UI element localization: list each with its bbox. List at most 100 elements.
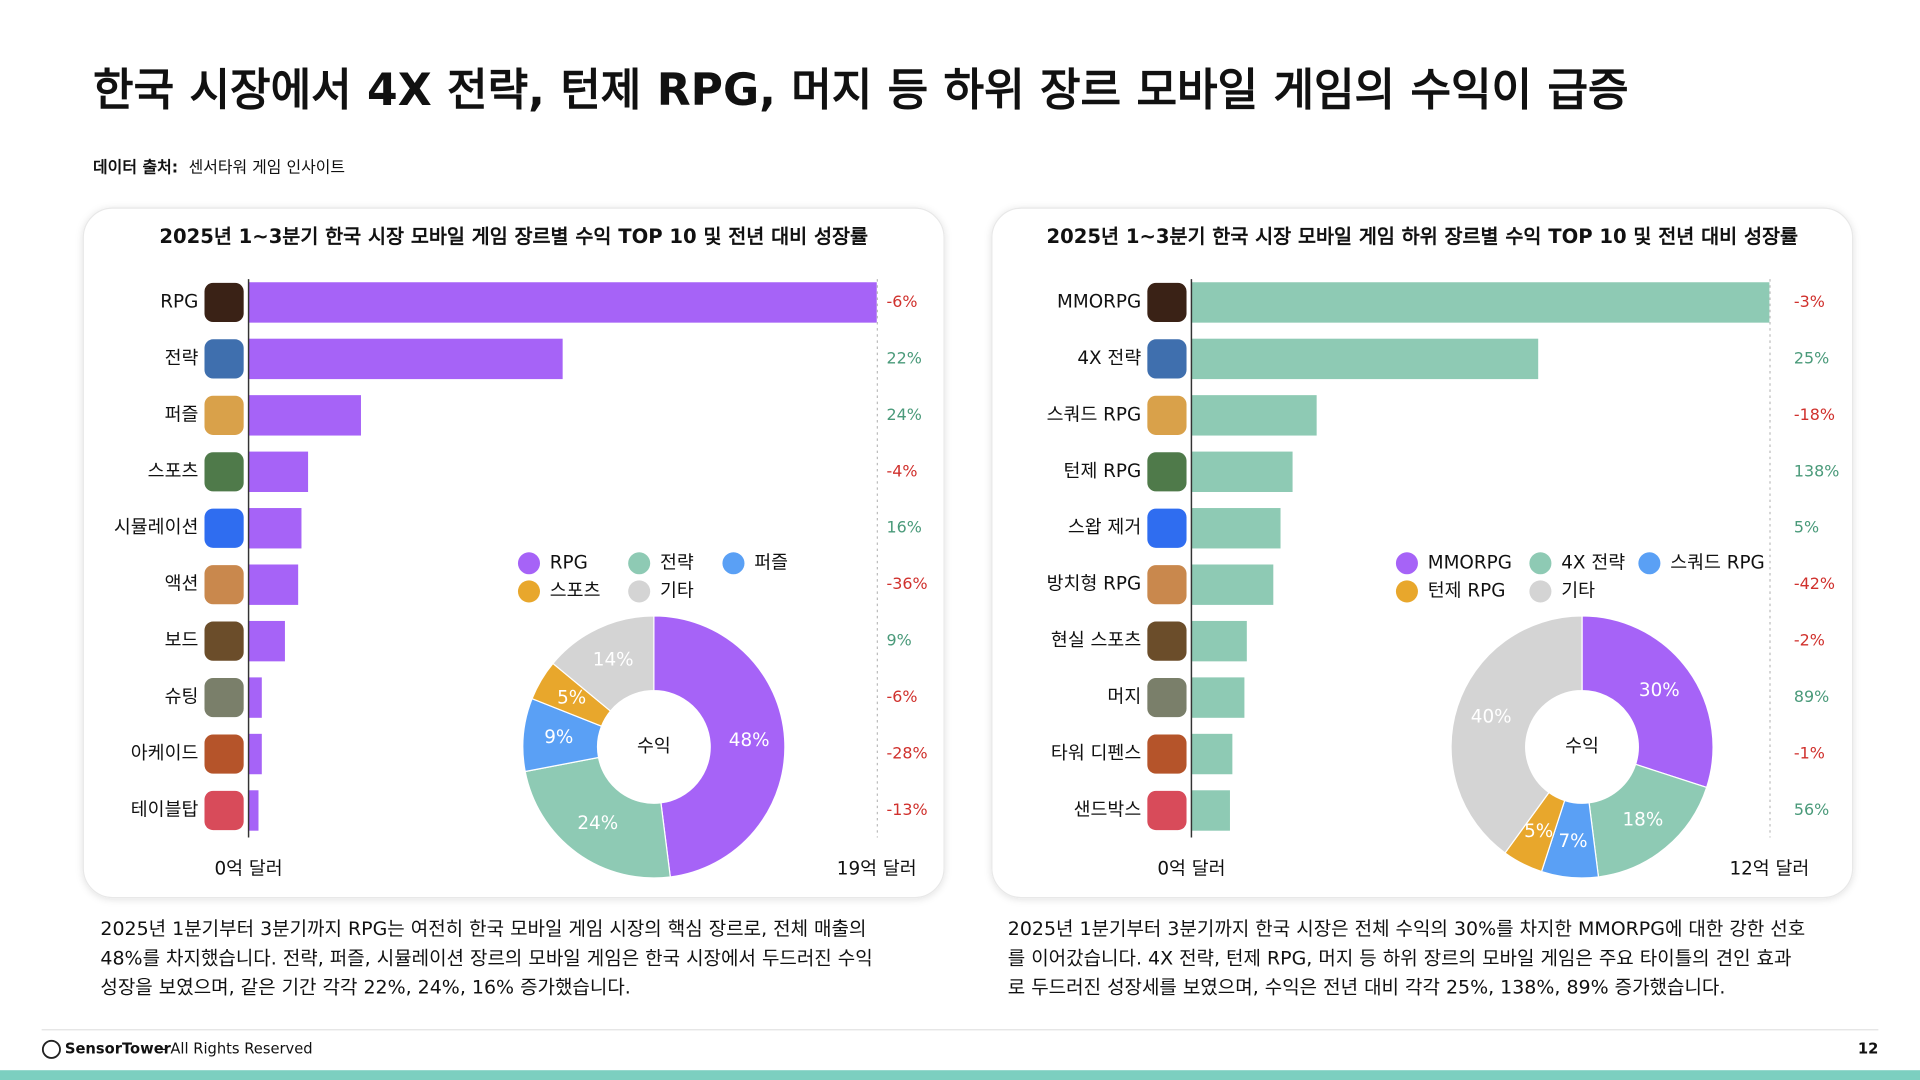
growth-label: 22% bbox=[887, 348, 922, 367]
category-label: 슈팅 bbox=[165, 687, 199, 708]
legend-label: 스쿼드 RPG bbox=[1670, 552, 1765, 573]
legend-label: 기타 bbox=[1561, 580, 1595, 601]
bar bbox=[1191, 395, 1317, 436]
app-icon bbox=[204, 282, 244, 323]
app-icon bbox=[204, 565, 244, 605]
caption-line: 로 두드러진 성장세를 보였으며, 수익은 전년 대비 각각 25%, 138%… bbox=[1008, 977, 1726, 999]
bar bbox=[1191, 733, 1233, 775]
legend-label: 기타 bbox=[660, 580, 694, 601]
bar bbox=[248, 733, 262, 775]
growth-label: 16% bbox=[887, 518, 922, 537]
app-icon bbox=[204, 508, 244, 548]
legend-label: 스포츠 bbox=[550, 580, 601, 601]
legend-swatch bbox=[722, 552, 745, 575]
legend-swatch bbox=[1395, 580, 1418, 603]
source: 센서타워 게임 인사이트 bbox=[189, 157, 345, 176]
growth-label: 5% bbox=[1794, 518, 1819, 537]
growth-label: -36% bbox=[887, 574, 928, 593]
page-title: 한국 시장에서 4X 전략, 턴제 RPG, 머지 등 하위 장르 모바일 게임… bbox=[93, 65, 1629, 116]
bar bbox=[1191, 677, 1245, 718]
slice-label: 30% bbox=[1639, 680, 1680, 701]
slice-label: 7% bbox=[1558, 831, 1587, 852]
growth-label: 56% bbox=[1794, 800, 1829, 819]
growth-label: -3% bbox=[1794, 292, 1825, 311]
category-label: 전략 bbox=[165, 348, 199, 369]
slice-label: 18% bbox=[1623, 810, 1664, 831]
donut-center-label: 수익 bbox=[1565, 736, 1599, 757]
bar bbox=[1191, 620, 1247, 662]
app-icon bbox=[1147, 565, 1187, 605]
app-icon bbox=[1147, 621, 1187, 661]
growth-label: -28% bbox=[887, 744, 928, 763]
logo-icon bbox=[41, 1039, 61, 1059]
category-label: 샌드박스 bbox=[1074, 799, 1142, 820]
donut-slice bbox=[653, 615, 786, 878]
slice-label: 14% bbox=[593, 650, 634, 671]
legend-swatch bbox=[517, 552, 540, 575]
category-label: 4X 전략 bbox=[1077, 348, 1141, 369]
bar bbox=[1191, 790, 1230, 831]
legend-swatch bbox=[1395, 552, 1418, 575]
growth-label: -42% bbox=[1794, 574, 1835, 593]
bar bbox=[1191, 451, 1293, 492]
chart-title: 2025년 1~3분기 한국 시장 모바일 게임 장르별 수익 TOP 10 및… bbox=[159, 225, 868, 248]
category-label: MMORPG bbox=[1057, 291, 1141, 312]
bar bbox=[248, 620, 285, 662]
growth-label: -13% bbox=[887, 800, 928, 819]
app-icon bbox=[204, 395, 244, 435]
app-icon bbox=[1147, 395, 1187, 435]
category-label: 현실 스포츠 bbox=[1051, 630, 1141, 651]
slice-label: 5% bbox=[557, 687, 586, 708]
category-label: 스포츠 bbox=[148, 461, 199, 482]
bar bbox=[248, 564, 299, 605]
app-icon bbox=[1147, 790, 1187, 831]
app-icon bbox=[1147, 452, 1187, 492]
donut-slice bbox=[1588, 763, 1708, 878]
donut-slice bbox=[1450, 615, 1583, 854]
legend-swatch bbox=[628, 580, 651, 603]
legend-label: 턴제 RPG bbox=[1428, 580, 1506, 601]
category-label: 보드 bbox=[165, 630, 199, 651]
donut-center-label: 수익 bbox=[637, 736, 671, 757]
slice-label: 40% bbox=[1471, 706, 1512, 727]
page-number: 12 bbox=[1858, 1040, 1878, 1057]
app-icon bbox=[1147, 678, 1187, 718]
x-tick-label: 0억 달러 bbox=[214, 858, 282, 879]
category-label: 테이블탑 bbox=[131, 799, 199, 820]
bar bbox=[248, 508, 302, 549]
bar bbox=[1191, 282, 1770, 323]
growth-label: -18% bbox=[1794, 405, 1835, 424]
legend-swatch bbox=[1638, 552, 1661, 575]
category-label: 타워 디펜스 bbox=[1051, 743, 1141, 764]
growth-label: 24% bbox=[887, 405, 922, 424]
growth-label: -1% bbox=[1794, 744, 1825, 763]
slice-label: 5% bbox=[1524, 821, 1553, 842]
category-label: 아케이드 bbox=[131, 743, 199, 764]
x-tick-label: 19억 달러 bbox=[837, 858, 917, 879]
slice-label: 9% bbox=[544, 727, 573, 748]
legend-swatch bbox=[517, 580, 540, 603]
caption-line: 2025년 1분기부터 3분기까지 한국 시장은 전체 수익의 30%를 차지한… bbox=[1008, 918, 1805, 940]
app-icon bbox=[204, 452, 244, 492]
donut-slice bbox=[524, 756, 671, 879]
category-label: RPG bbox=[160, 291, 198, 312]
caption-line: 2025년 1분기부터 3분기까지 RPG는 여전히 한국 모바일 게임 시장의… bbox=[100, 918, 866, 940]
donut-slice bbox=[1581, 615, 1714, 789]
bottom-band bbox=[0, 1070, 1920, 1080]
bar bbox=[1191, 564, 1274, 605]
bar bbox=[248, 395, 361, 436]
growth-label: 9% bbox=[887, 631, 912, 650]
category-label: 퍼즐 bbox=[165, 404, 199, 425]
bar bbox=[248, 282, 877, 323]
bar bbox=[1191, 338, 1539, 380]
growth-label: 25% bbox=[1794, 348, 1829, 367]
legend-label: RPG bbox=[550, 552, 588, 573]
slice-label: 48% bbox=[729, 730, 770, 751]
app-icon bbox=[204, 790, 244, 831]
category-label: 스쿼드 RPG bbox=[1047, 404, 1142, 425]
caption-line: 성장을 보였으며, 같은 기간 각각 22%, 24%, 16% 증가했습니다. bbox=[100, 977, 630, 999]
x-tick-label: 12억 달러 bbox=[1729, 858, 1809, 879]
legend-label: MMORPG bbox=[1428, 552, 1512, 573]
